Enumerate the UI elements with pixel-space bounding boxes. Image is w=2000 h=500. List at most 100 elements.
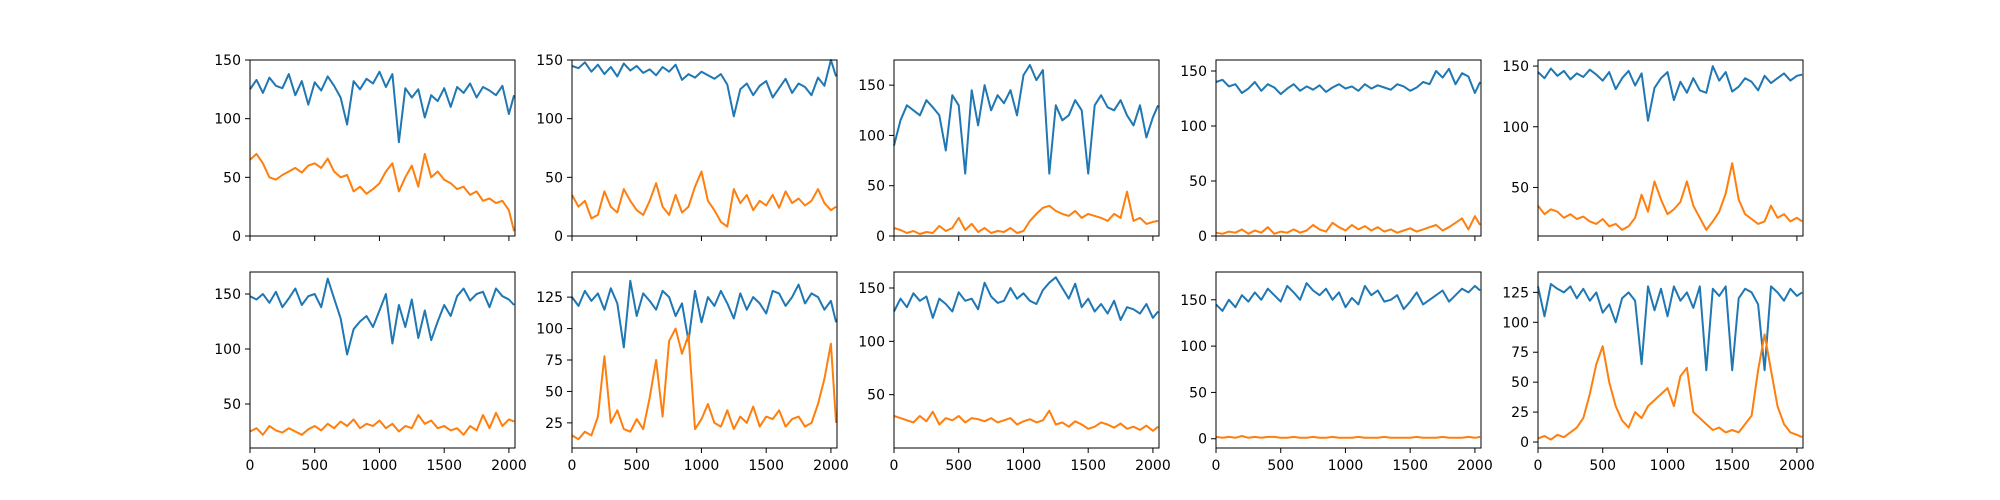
subplot-7-y-tick-label: 75 bbox=[545, 353, 563, 369]
subplot-10-frame bbox=[1537, 271, 1804, 449]
subplot-3-y-tick-label: 100 bbox=[858, 128, 885, 144]
subplot-10-y-tick-label: 75 bbox=[1511, 345, 1529, 361]
subplot-7-x-tick-label: 2000 bbox=[813, 458, 849, 474]
subplot-2-y-tick-label: 50 bbox=[545, 170, 563, 186]
subplot-4-y-tick-label: 100 bbox=[1180, 119, 1207, 135]
subplot-4-series-2-line bbox=[1215, 215, 1481, 235]
subplot-5-series-1-line bbox=[1537, 65, 1803, 122]
subplot-1: 0 50 100 150 bbox=[214, 53, 516, 245]
subplot-6-x-tick-label: 1000 bbox=[362, 458, 398, 474]
subplot-4-series-1-line bbox=[1215, 67, 1482, 96]
subplot-8-x-tick-label: 500 bbox=[945, 458, 972, 474]
subplot-9-x-tick-label: 1500 bbox=[1392, 458, 1428, 474]
subplot-9-y-tick-label: 150 bbox=[1180, 293, 1207, 309]
subplot-8-x-tick-label: 1500 bbox=[1070, 458, 1106, 474]
subplot-6-series-1-line bbox=[249, 277, 515, 356]
subplot-7-series-1-line bbox=[571, 279, 838, 349]
subplot-7-y-tick-label: 50 bbox=[545, 384, 563, 400]
subplot-1-series-1-line bbox=[249, 70, 516, 144]
subplot-7-y-tick-label: 100 bbox=[536, 322, 563, 338]
subplot-10-x-tick-label: 0 bbox=[1534, 458, 1543, 474]
subplot-8-x-tick-label: 1000 bbox=[1006, 458, 1042, 474]
subplot-8-series-1-line bbox=[893, 276, 1159, 321]
subplot-1-series-2-line bbox=[249, 152, 516, 232]
subplot-9-x-tick-label: 2000 bbox=[1457, 458, 1493, 474]
subplot-3-series-1-line bbox=[893, 64, 1160, 175]
subplot-10-y-tick-label: 100 bbox=[1502, 315, 1529, 331]
subplot-4-y-tick-label: 150 bbox=[1180, 64, 1207, 80]
subplot-1-frame bbox=[249, 59, 516, 237]
subplot-2-y-tick-label: 0 bbox=[554, 229, 563, 245]
subplot-2-y-tick-label: 150 bbox=[536, 53, 563, 69]
subplot-4-frame bbox=[1215, 59, 1482, 237]
subplot-9-x-tick-label: 0 bbox=[1212, 458, 1221, 474]
subplot-6-y-tick-label: 50 bbox=[223, 397, 241, 413]
subplot-1-y-tick-label: 150 bbox=[214, 53, 241, 69]
subplot-8-x-tick-label: 2000 bbox=[1135, 458, 1171, 474]
subplot-2-series-2-line bbox=[571, 170, 837, 228]
subplot-7-x-tick-label: 1000 bbox=[684, 458, 720, 474]
subplot-5-frame bbox=[1537, 59, 1804, 237]
subplot-9-series-2-line bbox=[1215, 435, 1481, 439]
subplot-6-series-2-line bbox=[249, 411, 515, 436]
subplot-2-series-1-line bbox=[571, 59, 838, 118]
subplot-4-y-tick-label: 0 bbox=[1198, 229, 1207, 245]
subplot-8-y-tick-label: 100 bbox=[858, 334, 885, 350]
subplot-6-x-tick-label: 2000 bbox=[491, 458, 527, 474]
subplot-8-series-2-line bbox=[893, 409, 1159, 432]
subplot-1-y-tick-label: 0 bbox=[232, 229, 241, 245]
subplot-7-x-tick-label: 0 bbox=[568, 458, 577, 474]
subplot-6-y-tick-label: 100 bbox=[214, 342, 241, 358]
subplot-7: 25 50 75 100 125 0 500 1000 1500 2000 bbox=[536, 271, 849, 474]
subplot-5-series-2-line bbox=[1537, 162, 1803, 231]
subplot-8-frame bbox=[893, 271, 1160, 449]
subplot-9-frame bbox=[1215, 271, 1482, 449]
subplot-7-y-tick-label: 25 bbox=[545, 416, 563, 432]
subplot-4: 0 50 100 150 bbox=[1180, 59, 1482, 245]
subplot-1-y-tick-label: 50 bbox=[223, 170, 241, 186]
subplot-9-y-tick-label: 50 bbox=[1189, 385, 1207, 401]
subplot-7-y-tick-label: 125 bbox=[536, 290, 563, 306]
subplot-10-y-tick-label: 125 bbox=[1502, 285, 1529, 301]
subplot-5-y-tick-label: 150 bbox=[1502, 59, 1529, 75]
subplot-10-x-tick-label: 1000 bbox=[1650, 458, 1686, 474]
subplot-3: 0 50 100 150 bbox=[858, 59, 1160, 245]
subplot-3-series-2-line bbox=[893, 190, 1159, 235]
subplot-7-series-2-line bbox=[571, 327, 838, 441]
subplot-8-x-tick-label: 0 bbox=[890, 458, 899, 474]
subplot-3-y-tick-label: 150 bbox=[858, 78, 885, 94]
subplot-4-y-tick-label: 50 bbox=[1189, 174, 1207, 190]
subplot-10-y-tick-label: 50 bbox=[1511, 375, 1529, 391]
subplot-10-y-tick-label: 25 bbox=[1511, 405, 1529, 421]
subplot-6-y-tick-label: 150 bbox=[214, 287, 241, 303]
subplot-8-y-tick-label: 50 bbox=[867, 388, 885, 404]
subplot-6-x-tick-label: 500 bbox=[301, 458, 328, 474]
subplot-10-series-2-line bbox=[1537, 333, 1803, 441]
subplot-9-x-tick-label: 500 bbox=[1267, 458, 1294, 474]
subplot-10-x-tick-label: 2000 bbox=[1779, 458, 1815, 474]
subplot-9-y-tick-label: 0 bbox=[1198, 432, 1207, 448]
subplot-10-x-tick-label: 1500 bbox=[1714, 458, 1750, 474]
subplot-10: 0 25 50 75 100 125 0 500 1000 1500 2000 bbox=[1502, 271, 1815, 474]
subplot-10-y-tick-label: 0 bbox=[1520, 435, 1529, 451]
subplot-8-y-tick-label: 150 bbox=[858, 281, 885, 297]
subplot-10-series-1-line bbox=[1537, 283, 1803, 372]
subplot-7-x-tick-label: 1500 bbox=[748, 458, 784, 474]
subplot-6-x-tick-label: 0 bbox=[246, 458, 255, 474]
subplot-2-frame bbox=[571, 59, 838, 237]
subplot-3-y-tick-label: 0 bbox=[876, 229, 885, 245]
subplot-3-frame bbox=[893, 59, 1160, 237]
subplot-9-y-tick-label: 100 bbox=[1180, 339, 1207, 355]
subplot-5-y-tick-label: 50 bbox=[1511, 180, 1529, 196]
subplot-10-x-tick-label: 500 bbox=[1589, 458, 1616, 474]
subplot-2: 0 50 100 150 bbox=[536, 53, 838, 245]
subplot-9-series-1-line bbox=[1215, 282, 1481, 312]
subplot-3-y-tick-label: 50 bbox=[867, 179, 885, 195]
subplot-2-y-tick-label: 100 bbox=[536, 112, 563, 128]
subplot-6-x-tick-label: 1500 bbox=[426, 458, 462, 474]
subplot-1-y-tick-label: 100 bbox=[214, 112, 241, 128]
